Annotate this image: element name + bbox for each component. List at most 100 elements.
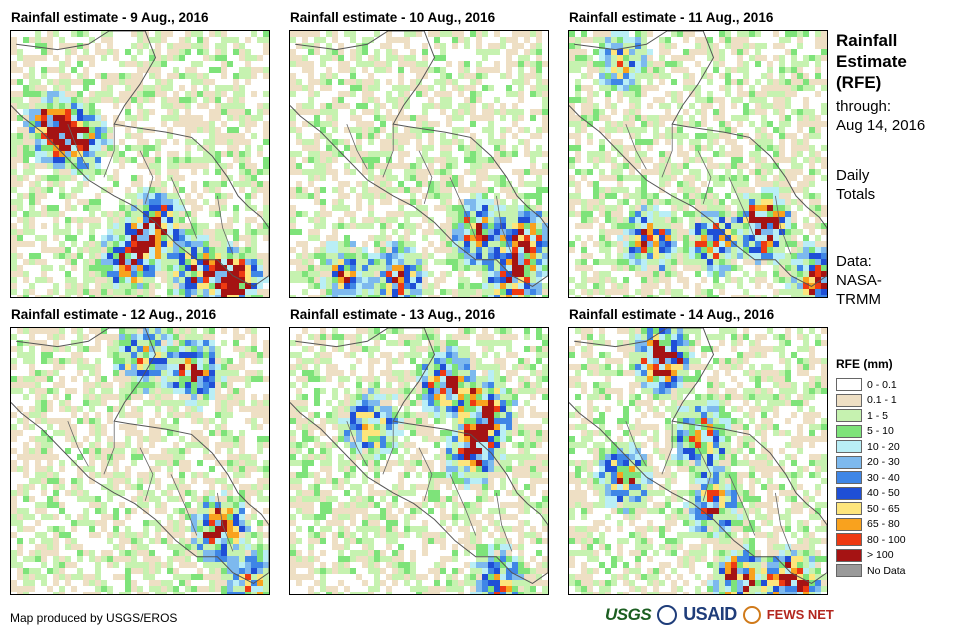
rainfall-cell — [500, 115, 506, 121]
rainfall-cell — [743, 181, 749, 187]
rainfall-cell — [251, 133, 257, 139]
rainfall-cell — [101, 79, 107, 85]
rainfall-cell — [506, 211, 512, 217]
rainfall-cell — [11, 430, 17, 436]
rainfall-cell — [665, 37, 671, 43]
rainfall-cell — [71, 31, 77, 37]
rainfall-cell — [203, 400, 209, 406]
rainfall-cell — [761, 175, 767, 181]
rainfall-cell — [488, 109, 494, 115]
rainfall-cell — [500, 181, 506, 187]
rainfall-cell — [11, 496, 17, 502]
rainfall-cell — [587, 205, 593, 211]
rainfall-cell — [665, 271, 671, 277]
rainfall-cell — [290, 91, 296, 97]
rainfall-cell — [83, 217, 89, 223]
rainfall-cell — [404, 175, 410, 181]
rainfall-cell — [59, 253, 65, 259]
rainfall-cell — [119, 253, 125, 259]
rainfall-cell — [542, 169, 548, 175]
rainfall-cell — [173, 364, 179, 370]
rainfall-cell — [506, 271, 512, 277]
rainfall-cell — [119, 61, 125, 67]
rainfall-cell — [476, 67, 482, 73]
rainfall-cell — [221, 181, 227, 187]
rainfall-cell — [167, 388, 173, 394]
rainfall-cell — [149, 253, 155, 259]
rainfall-cell — [209, 328, 215, 334]
rainfall-cell — [251, 394, 257, 400]
rainfall-cell — [362, 67, 368, 73]
rainfall-cell — [113, 277, 119, 283]
rainfall-cell — [296, 163, 302, 169]
rainfall-cell — [155, 253, 161, 259]
rainfall-cell — [476, 91, 482, 97]
rainfall-cell — [779, 157, 785, 163]
rainfall-cell — [731, 115, 737, 121]
rainfall-cell — [659, 67, 665, 73]
rainfall-cell — [536, 241, 542, 247]
rainfall-cell — [173, 151, 179, 157]
rainfall-cell — [125, 382, 131, 388]
rainfall-cell — [257, 259, 263, 265]
rainfall-cell — [500, 217, 506, 223]
rainfall-cell — [476, 187, 482, 193]
rainfall-cell — [227, 295, 233, 297]
rainfall-cell — [65, 448, 71, 454]
rainfall-cell — [821, 85, 827, 91]
rainfall-cell — [155, 229, 161, 235]
rainfall-cell — [11, 283, 17, 289]
rainfall-cell — [203, 340, 209, 346]
rainfall-cell — [161, 91, 167, 97]
rainfall-cell — [101, 97, 107, 103]
rainfall-cell — [155, 352, 161, 358]
rainfall-cell — [815, 115, 821, 121]
rainfall-cell — [227, 85, 233, 91]
rainfall-cell — [629, 223, 635, 229]
rainfall-cell — [191, 235, 197, 241]
rainfall-cell — [179, 490, 185, 496]
rainfall-cell — [191, 73, 197, 79]
rainfall-cell — [593, 37, 599, 43]
rainfall-cell — [239, 247, 245, 253]
rainfall-cell — [191, 163, 197, 169]
rainfall-cell — [737, 55, 743, 61]
rainfall-cell — [77, 346, 83, 352]
rainfall-cell — [71, 169, 77, 175]
rainfall-cell — [731, 235, 737, 241]
rainfall-cell — [320, 121, 326, 127]
rainfall-cell — [77, 157, 83, 163]
rainfall-cell — [191, 31, 197, 37]
rainfall-cell — [131, 430, 137, 436]
rainfall-cell — [659, 181, 665, 187]
rainfall-cell — [653, 97, 659, 103]
rainfall-cell — [683, 79, 689, 85]
rainfall-cell — [392, 217, 398, 223]
rainfall-cell — [197, 364, 203, 370]
rainfall-cell — [77, 199, 83, 205]
rainfall-cell — [101, 241, 107, 247]
rainfall-cell — [221, 241, 227, 247]
rainfall-cell — [320, 127, 326, 133]
rainfall-cell — [623, 73, 629, 79]
rainfall-cell — [458, 241, 464, 247]
rainfall-cell — [737, 157, 743, 163]
rainfall-cell — [428, 181, 434, 187]
rainfall-cell — [659, 97, 665, 103]
rainfall-cell — [41, 91, 47, 97]
rainfall-cell — [488, 163, 494, 169]
rainfall-cell — [659, 289, 665, 295]
rainfall-cell — [755, 223, 761, 229]
rainfall-cell — [719, 253, 725, 259]
rainfall-cell — [605, 175, 611, 181]
rainfall-cell — [149, 181, 155, 187]
rainfall-cell — [302, 109, 308, 115]
rainfall-cell — [179, 388, 185, 394]
rainfall-cell — [53, 163, 59, 169]
rainfall-cell — [71, 97, 77, 103]
rainfall-cell — [422, 253, 428, 259]
rainfall-cell — [107, 31, 113, 37]
rainfall-cell — [695, 283, 701, 289]
rainfall-cell — [173, 430, 179, 436]
rainfall-cell — [161, 31, 167, 37]
